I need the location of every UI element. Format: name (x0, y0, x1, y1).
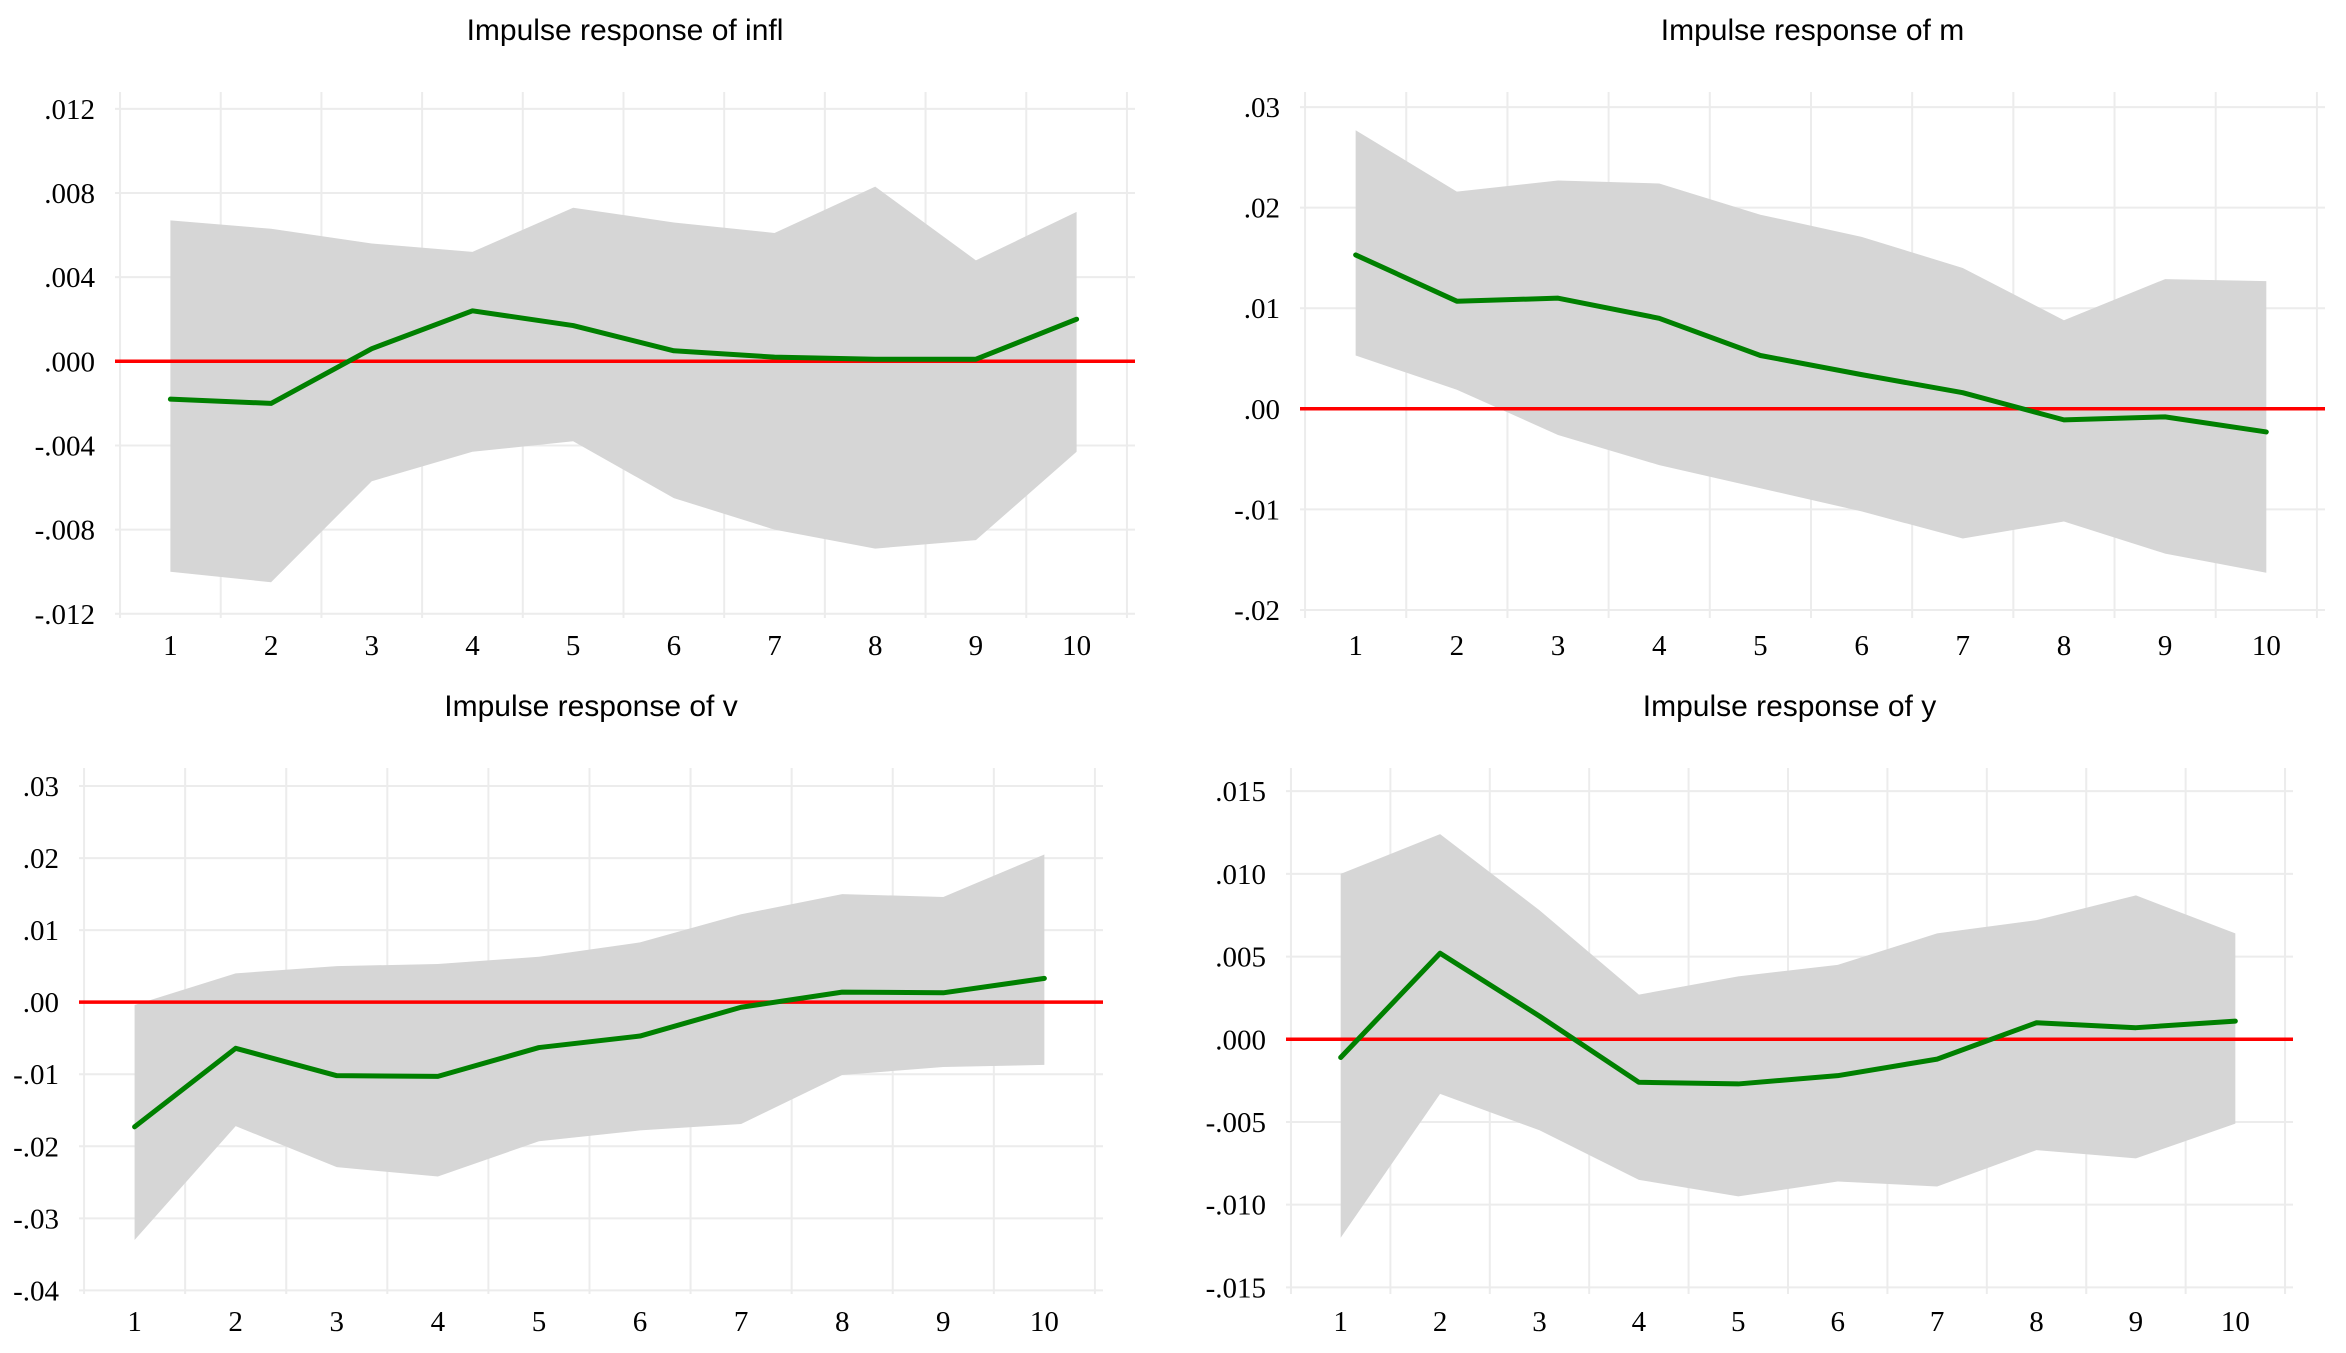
x-axis-tick-label: 4 (465, 630, 480, 662)
chart-canvas-y: .015 .010 .005 .000 -.005 -.010 -.015 1 2 3 4 5 6 7 8 9… (1206, 768, 2293, 1338)
x-axis-tick-label: 1 (1333, 1306, 1348, 1338)
y-axis-tick-label: .03 (23, 771, 59, 803)
x-axis-tick-label: 10 (2221, 1306, 2250, 1338)
y-axis-tick-label: -.012 (35, 599, 95, 631)
impulse-response-line (1338, 950, 2238, 1087)
chart-canvas-v: .03 .02 .01 .00 -.01 -.02 -.03 -.04 1 2 3 4 5 6 7 8 9 10 (13, 768, 1103, 1338)
y-axis-tick-label: .015 (1215, 776, 1266, 808)
x-axis-tick-label: 8 (835, 1306, 850, 1338)
x-axis-tick-label: 6 (1854, 630, 1869, 662)
impulse-response-line (1353, 252, 2269, 435)
y-axis-tick-label: -.008 (35, 515, 95, 547)
chart-title: Impulse response of v (444, 690, 738, 723)
x-axis-tick-label: 1 (1348, 630, 1363, 662)
x-axis-tick-label: 3 (365, 630, 380, 662)
x-axis-tick-label: 7 (1956, 630, 1971, 662)
y-axis-tick-label: .004 (44, 262, 95, 294)
x-axis-tick-label: 6 (1830, 1306, 1845, 1338)
x-axis-tick-label: 8 (868, 630, 883, 662)
x-axis-tick-label: 4 (431, 1306, 446, 1338)
x-axis-tick-label: 2 (1433, 1306, 1448, 1338)
impulse-response-line (167, 308, 1080, 406)
chart-impulse-infl: Impulse response of infl .012 .008 .004 .00… (0, 0, 1173, 676)
x-axis-tick-label: 7 (734, 1306, 749, 1338)
y-axis-tick-label: .010 (1215, 859, 1266, 891)
y-axis-tick-label: .01 (23, 915, 59, 947)
x-axis-tick-label: 9 (2158, 630, 2173, 662)
y-axis-tick-label: -.005 (1206, 1107, 1266, 1139)
x-axis-tick-label: 1 (127, 1306, 142, 1338)
y-axis-tick-label: -.02 (1234, 595, 1280, 627)
x-axis-tick-label: 6 (633, 1306, 648, 1338)
y-axis-tick-label: .03 (1244, 92, 1280, 124)
chart-impulse-y: Impulse response of y .015 .010 .005 .000 -.… (1173, 676, 2346, 1353)
x-axis-tick-label: 3 (330, 1306, 345, 1338)
x-axis-tick-label: 8 (2057, 630, 2072, 662)
chart-canvas-m: .03 .02 .01 .00 -.01 -.02 1 2 3 4 5 6 7 8 9 10 (1234, 92, 2325, 662)
x-axis-tick-label: 5 (1731, 1306, 1746, 1338)
y-axis-tick-label: -.04 (13, 1275, 59, 1307)
y-axis-tick-label: -.010 (1206, 1190, 1266, 1222)
x-axis-tick-label: 3 (1551, 630, 1566, 662)
chart-impulse-m: Impulse response of m .03 .02 .01 .00 -.01 -.… (1173, 0, 2346, 676)
y-axis-tick-label: .02 (1244, 193, 1280, 225)
x-axis-tick-label: 5 (1753, 630, 1768, 662)
x-axis-tick-label: 5 (532, 1306, 547, 1338)
x-axis-tick-label: 4 (1632, 1306, 1647, 1338)
x-axis-tick-label: 10 (1062, 630, 1091, 662)
y-axis-tick-label: -.01 (13, 1059, 59, 1091)
chart-canvas-infl: .012 .008 .004 .000 -.004 -.008 -.012 1 2 3 4 5 6 7 8 9… (35, 92, 1135, 662)
x-axis-tick-label: 10 (2252, 630, 2281, 662)
x-axis-tick-label: 6 (667, 630, 682, 662)
y-axis-tick-label: .02 (23, 843, 59, 875)
y-axis-tick-label: -.004 (35, 430, 96, 462)
y-axis-tick-label: -.02 (13, 1131, 59, 1163)
x-axis-tick-label: 9 (936, 1306, 951, 1338)
confidence-band (1340, 834, 2236, 1238)
y-axis-tick-label: .01 (1244, 293, 1280, 325)
x-axis-tick-label: 2 (1450, 630, 1465, 662)
y-axis-tick-label: .00 (23, 987, 59, 1019)
x-axis-tick-label: 1 (163, 630, 178, 662)
x-axis-tick-label: 9 (969, 630, 984, 662)
confidence-band (170, 186, 1077, 583)
impulse-response-line (132, 975, 1047, 1130)
x-axis-tick-label: 4 (1652, 630, 1667, 662)
chart-title: Impulse response of m (1660, 14, 1965, 47)
y-axis-tick-label: .005 (1215, 942, 1266, 974)
y-axis-tick-label: -.01 (1234, 494, 1280, 526)
chart-impulse-v: Impulse response of v .03 .02 .01 .00 -.01 -.… (0, 676, 1173, 1353)
x-axis-tick-label: 10 (1030, 1306, 1059, 1338)
y-axis-tick-label: -.03 (13, 1203, 59, 1235)
x-axis-tick-label: 9 (2129, 1306, 2144, 1338)
y-axis-tick-label: .000 (44, 346, 95, 378)
y-axis-tick-label: -.015 (1206, 1272, 1266, 1304)
confidence-band (1355, 130, 2267, 573)
y-axis-tick-label: .008 (44, 178, 95, 210)
y-axis-tick-label: .012 (44, 94, 95, 126)
confidence-band (134, 854, 1045, 1240)
x-axis-tick-label: 3 (1532, 1306, 1547, 1338)
y-axis-tick-label: .000 (1215, 1024, 1266, 1056)
x-axis-tick-label: 5 (566, 630, 581, 662)
x-axis-tick-label: 2 (264, 630, 279, 662)
x-axis-tick-label: 8 (2029, 1306, 2044, 1338)
y-axis-tick-label: .00 (1244, 394, 1280, 426)
chart-title: Impulse response of infl (466, 14, 784, 47)
chart-title: Impulse response of y (1642, 690, 1937, 723)
x-axis-tick-label: 7 (1930, 1306, 1945, 1338)
x-axis-tick-label: 7 (767, 630, 782, 662)
x-axis-tick-label: 2 (228, 1306, 243, 1338)
